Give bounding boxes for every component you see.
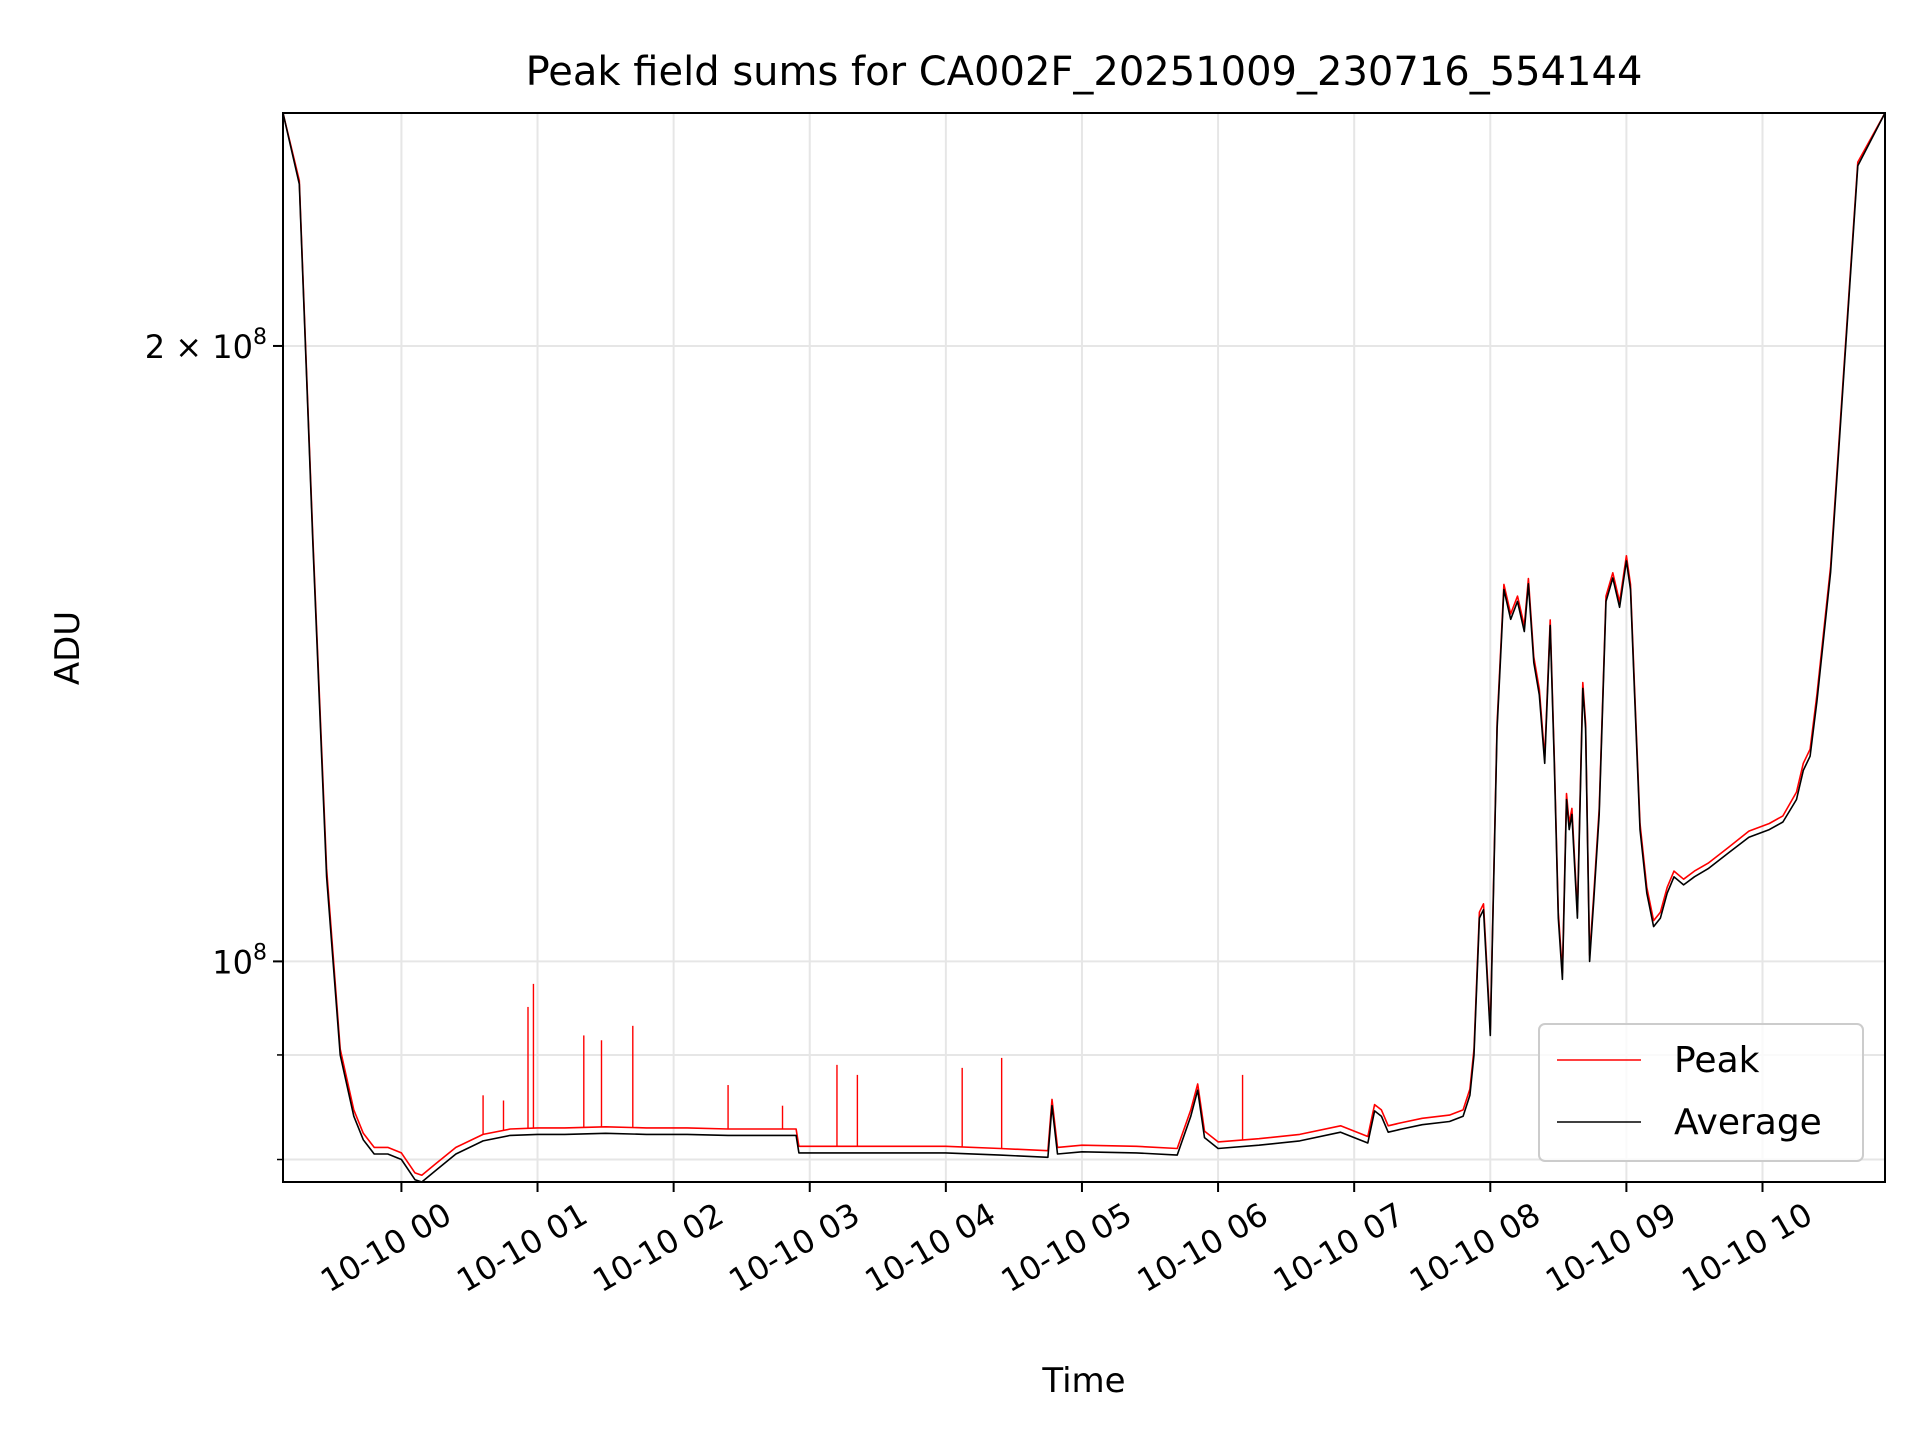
y-tick-label: 108 xyxy=(212,940,267,981)
y-tick-label-base: 2 × 10 xyxy=(145,328,253,366)
y-tick-label-exponent: 8 xyxy=(253,325,267,350)
series-line-average xyxy=(283,113,1885,1182)
grid-layer xyxy=(283,113,1885,1182)
y-tick-label: 2 × 108 xyxy=(145,325,267,366)
y-tick-label-base: 10 xyxy=(212,943,253,981)
legend-label-average: Average xyxy=(1674,1102,1822,1143)
legend-label-peak: Peak xyxy=(1674,1040,1760,1081)
y-axis-label: ADU xyxy=(48,611,88,685)
x-axis-label: Time xyxy=(1041,1361,1125,1401)
plot-frame xyxy=(282,112,1886,1183)
legend-box xyxy=(1538,1023,1864,1162)
series-layer xyxy=(283,113,1885,1182)
legend: Peak Average xyxy=(1538,1023,1864,1162)
y-tick-label-exponent: 8 xyxy=(253,940,267,965)
chart-title: Peak field sums for CA002F_20251009_2307… xyxy=(526,49,1643,95)
